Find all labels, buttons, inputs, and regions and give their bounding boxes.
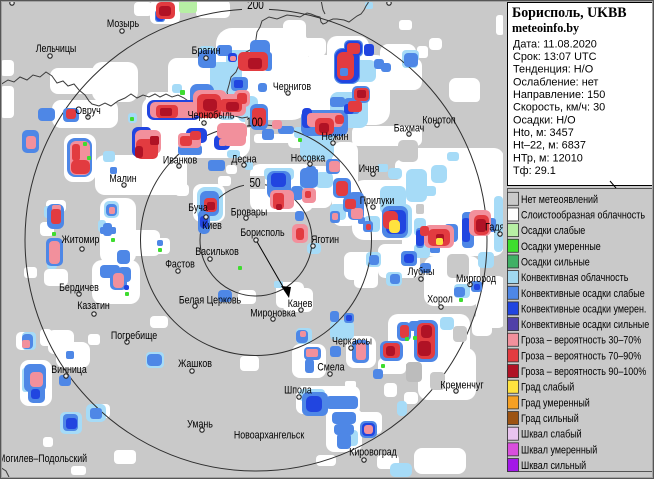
svg-text:Мироновка: Мироновка <box>250 308 296 320</box>
svg-text:Конвективная облачность: Конвективная облачность <box>521 272 628 284</box>
svg-text:Гроза – вероятность 30–70%: Гроза – вероятность 30–70% <box>521 335 641 347</box>
svg-text:Лубны: Лубны <box>408 266 435 278</box>
svg-text:Новоархангельск: Новоархангельск <box>234 430 305 442</box>
svg-text:Борисполь: Борисполь <box>240 227 284 239</box>
svg-text:Осадки: Н/О: Осадки: Н/О <box>513 114 576 126</box>
svg-text:Миргород: Миргород <box>456 273 496 285</box>
svg-text:Тенденция: Н/О: Тенденция: Н/О <box>513 64 593 76</box>
svg-text:Казатин: Казатин <box>77 300 110 312</box>
svg-text:Прилуки: Прилуки <box>360 195 395 207</box>
svg-text:Дата: 11.08.2020: Дата: 11.08.2020 <box>513 38 597 50</box>
svg-text:Малин: Малин <box>109 173 136 185</box>
svg-text:Шпола: Шпола <box>284 385 312 397</box>
svg-text:Осадки слабые: Осадки слабые <box>521 225 586 237</box>
svg-text:Конотоп: Конотоп <box>422 115 455 127</box>
svg-text:Осадки умеренные: Осадки умеренные <box>521 241 601 253</box>
svg-text:Направление: 150: Направление: 150 <box>513 89 605 101</box>
svg-text:Скорость, км/ч: 30: Скорость, км/ч: 30 <box>513 102 605 114</box>
svg-text:Шквал умеренный: Шквал умеренный <box>521 445 597 457</box>
svg-text:Нет метеоявлений: Нет метеоявлений <box>521 194 598 206</box>
svg-text:Чернигов: Чернигов <box>273 81 311 93</box>
svg-text:200: 200 <box>247 0 264 12</box>
svg-text:Град сильный: Град сильный <box>521 413 579 425</box>
svg-text:Гроза – вероятность 70–90%: Гроза – вероятность 70–90% <box>521 351 641 363</box>
svg-text:Десна: Десна <box>231 154 257 166</box>
svg-text:Умань: Умань <box>187 419 213 431</box>
svg-text:Тф: 29.1: Тф: 29.1 <box>513 165 556 177</box>
svg-text:Носовка: Носовка <box>291 153 326 165</box>
svg-text:Киев: Киев <box>202 220 222 232</box>
svg-text:Буча: Буча <box>188 202 208 214</box>
svg-text:Гроза – вероятность 90–100%: Гроза – вероятность 90–100% <box>521 366 646 378</box>
svg-text:Фастов: Фастов <box>165 259 195 271</box>
svg-text:Житомир: Житомир <box>62 234 100 246</box>
svg-text:Бахмач: Бахмач <box>394 123 425 135</box>
svg-text:Борисполь, UKBB: Борисполь, UKBB <box>512 5 627 22</box>
svg-text:50: 50 <box>249 177 260 190</box>
svg-text:Канев: Канев <box>288 298 313 310</box>
svg-text:Чернобыль: Чернобыль <box>188 110 235 122</box>
svg-text:Кировоград: Кировоград <box>349 447 397 459</box>
svg-text:Лельчицы: Лельчицы <box>36 43 77 55</box>
svg-text:Кременчуг: Кременчуг <box>440 380 483 392</box>
svg-text:Нежин: Нежин <box>322 131 349 143</box>
svg-text:Брагин: Брагин <box>192 45 221 57</box>
svg-text:НТр, м: 12010: НТр, м: 12010 <box>513 152 583 164</box>
svg-text:Овруч: Овруч <box>75 105 100 117</box>
svg-text:Срок: 13:07 UTC: Срок: 13:07 UTC <box>513 51 597 63</box>
svg-text:Белая Церковь: Белая Церковь <box>179 295 241 307</box>
svg-text:Яготин: Яготин <box>311 234 339 246</box>
svg-text:Ичня: Ичня <box>359 163 380 175</box>
svg-text:Мозырь: Мозырь <box>107 18 139 30</box>
svg-text:Бердичев: Бердичев <box>59 282 99 294</box>
svg-text:Иванков: Иванков <box>163 155 197 167</box>
svg-text:Осадки сильные: Осадки сильные <box>521 257 590 269</box>
svg-text:Винница: Винница <box>51 364 87 376</box>
svg-text:Шквал сильный: Шквал сильный <box>521 460 586 472</box>
svg-text:Конвективные осадки слабые: Конвективные осадки слабые <box>521 288 645 300</box>
svg-text:meteoinfo.by: meteoinfo.by <box>512 21 580 35</box>
svg-text:Хорол: Хорол <box>427 294 453 306</box>
svg-text:Черкассы: Черкассы <box>332 336 372 348</box>
svg-text:Конвективные осадки умерен.: Конвективные осадки умерен. <box>521 304 646 316</box>
svg-text:Смела: Смела <box>317 362 345 374</box>
svg-text:Бровары: Бровары <box>231 207 267 219</box>
svg-text:Жашков: Жашков <box>178 358 212 370</box>
svg-text:Ослабление: нет: Ослабление: нет <box>513 76 598 88</box>
svg-text:Град слабый: Град слабый <box>521 382 574 394</box>
svg-text:100: 100 <box>246 117 263 130</box>
svg-text:Могилев–Подольский: Могилев–Подольский <box>0 453 87 465</box>
svg-text:Погребище: Погребище <box>111 330 158 342</box>
svg-text:Васильков: Васильков <box>195 246 239 258</box>
svg-text:Гадяч: Гадяч <box>485 222 509 234</box>
svg-text:Слоистообразная облачность: Слоистообразная облачность <box>521 210 645 222</box>
svg-text:Конвективные осадки сильные: Конвективные осадки сильные <box>521 319 650 331</box>
svg-text:Hto, м: 3457: Hto, м: 3457 <box>513 127 574 139</box>
svg-text:Ht–22, м: 6837: Ht–22, м: 6837 <box>513 140 586 152</box>
svg-text:Шквал слабый: Шквал слабый <box>521 429 582 441</box>
svg-text:Град умеренный: Град умеренный <box>521 398 590 410</box>
